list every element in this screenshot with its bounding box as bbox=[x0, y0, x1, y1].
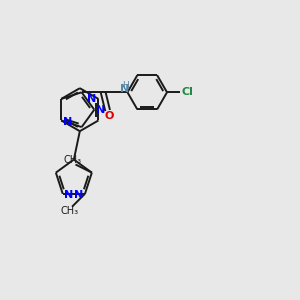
Text: N: N bbox=[64, 190, 73, 200]
Text: H: H bbox=[122, 81, 129, 90]
Text: N: N bbox=[120, 84, 129, 94]
Text: O: O bbox=[104, 111, 114, 121]
Text: CH₃: CH₃ bbox=[60, 206, 78, 216]
Text: Cl: Cl bbox=[182, 87, 193, 97]
Text: N: N bbox=[74, 190, 84, 200]
Text: CH₃: CH₃ bbox=[64, 155, 82, 165]
Text: N: N bbox=[96, 105, 106, 115]
Text: N: N bbox=[87, 94, 96, 104]
Text: N: N bbox=[63, 117, 72, 127]
